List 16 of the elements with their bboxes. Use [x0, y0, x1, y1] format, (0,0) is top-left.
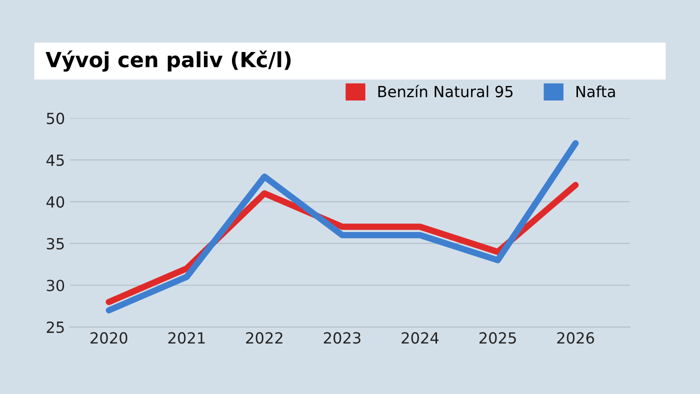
legend-label: Benzín Natural 95	[378, 84, 513, 98]
x-tick-label: 2020	[90, 332, 128, 344]
x-tick-label: 2021	[168, 332, 205, 344]
x-tick-label: 2023	[324, 332, 360, 344]
y-tick-label: 30	[46, 280, 64, 292]
x-tick-label: 2024	[402, 332, 439, 344]
x-tick-label: 2022	[246, 332, 282, 344]
y-tick-label: 40	[46, 196, 64, 208]
y-tick-label: 25	[46, 321, 64, 334]
legend-label: Nafta	[576, 85, 615, 98]
y-tick-label: 45	[46, 154, 64, 166]
x-tick-label: 2026	[557, 332, 594, 344]
y-tick-label: 35	[46, 238, 64, 250]
chart-title: Vývoj cen paliv (Kč/l)	[46, 50, 291, 72]
y-tick-label: 50	[46, 112, 64, 124]
x-tick-label: 2025	[479, 332, 516, 344]
